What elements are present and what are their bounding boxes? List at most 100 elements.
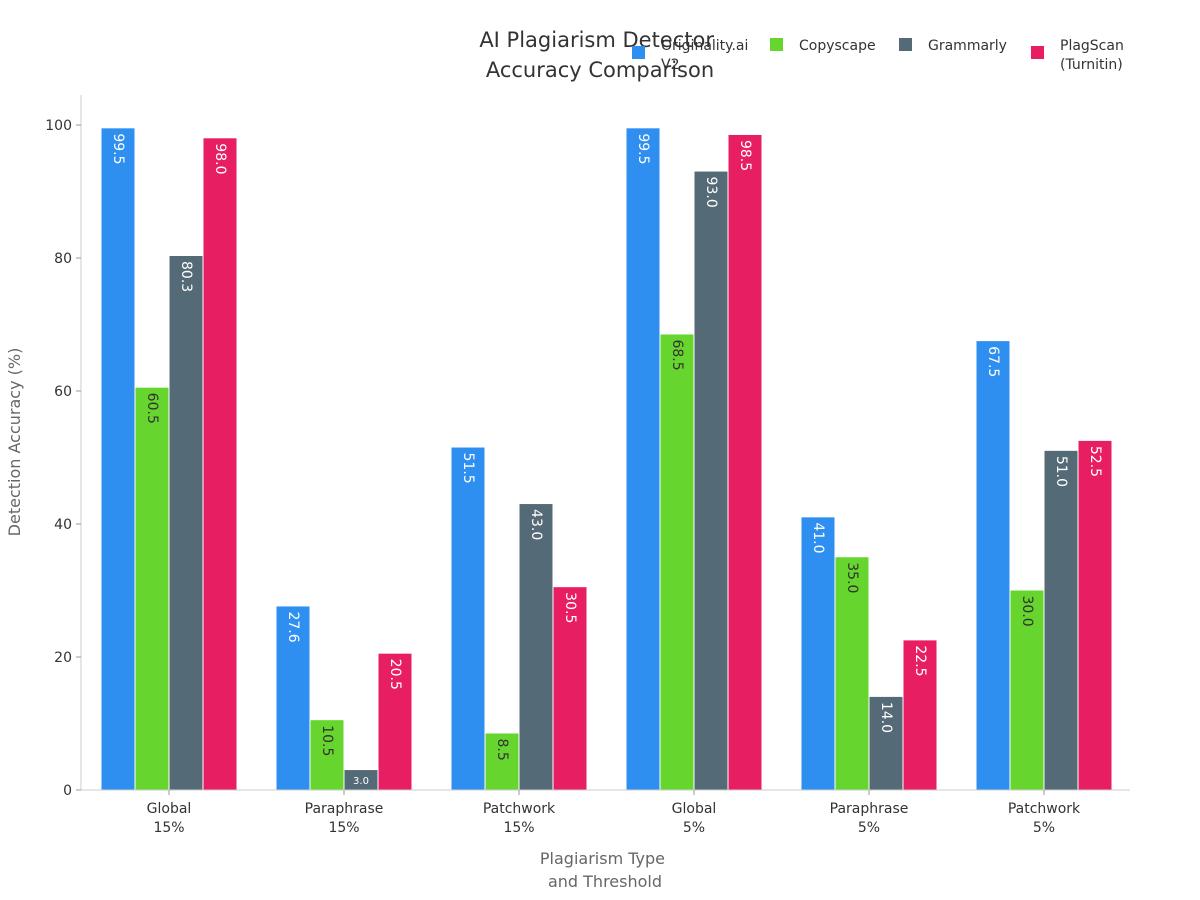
legend-label-line: V2: [661, 57, 679, 73]
y-tick-label: 100: [45, 118, 72, 134]
chart-title-line-2: Accuracy Comparison: [486, 58, 714, 82]
x-tick-label: Global 15%: [147, 801, 192, 836]
bar: [903, 640, 937, 790]
bar-value-label: 98.5: [737, 140, 753, 171]
x-axis-title-line-1: Plagiarism Type: [540, 849, 665, 868]
bar-value-label: 99.5: [635, 133, 651, 164]
bar-value-label: 80.3: [178, 261, 194, 292]
bar: [344, 770, 378, 790]
bar: [553, 587, 587, 790]
legend-label: Grammarly: [928, 38, 1007, 54]
bar: [310, 720, 344, 790]
bar: [378, 653, 412, 790]
bar-value-label: 35.0: [844, 562, 860, 593]
bar-value-label: 22.5: [912, 645, 928, 676]
x-tick-label: Global 5%: [672, 801, 717, 836]
bar: [1044, 450, 1078, 790]
x-ticks: Global 15%Paraphrase 15%Patchwork 15%Global…: [147, 790, 1081, 836]
bar: [835, 557, 869, 790]
legend-label-line: Grammarly: [928, 38, 1007, 54]
bar-value-label: 51.0: [1053, 456, 1069, 487]
bar-value-label: 67.5: [985, 346, 1001, 377]
bar-labels: 99.5 60.5 80.3 98.0 27.6 10.5 3.0 20.5 51.5 8.5 43…: [110, 133, 1103, 787]
bar-value-label: 8.5: [494, 738, 510, 760]
legend-label: PlagScan (Turnitin): [1060, 38, 1124, 73]
bar: [728, 134, 762, 791]
y-tick-label: 0: [63, 783, 72, 799]
bar: [1010, 590, 1044, 790]
bar-value-label: 93.0: [703, 177, 719, 208]
legend-label: Copyscape: [799, 38, 876, 54]
bar: [694, 171, 728, 791]
bar: [451, 447, 485, 790]
bar-value-label: 30.5: [562, 592, 578, 623]
x-tick-label-line: Patchwork: [483, 801, 556, 817]
bar: [660, 334, 694, 790]
bar-value-label: 20.5: [387, 659, 403, 690]
x-tick-label: Patchwork 15%: [483, 801, 556, 836]
bar-value-label: 52.5: [1087, 446, 1103, 477]
x-tick-label-line: Paraphrase: [830, 801, 909, 817]
x-tick-label: Paraphrase 15%: [305, 801, 384, 836]
bar-value-label: 3.0: [353, 776, 369, 787]
bar-value-label: 68.5: [669, 339, 685, 370]
y-tick-label: 80: [54, 251, 72, 267]
x-axis-title-line-2: and Threshold: [548, 872, 662, 891]
bar: [276, 606, 310, 790]
legend-label-line: (Turnitin): [1060, 57, 1123, 73]
legend-swatch: [899, 38, 912, 51]
legend: Originality.ai V2 Copyscape Grammarly PlagSc…: [632, 38, 1124, 73]
bar-value-label: 98.0: [212, 143, 228, 174]
y-ticks: 0 20 40 60 80 100: [45, 118, 81, 799]
x-tick-label: Patchwork 5%: [1008, 801, 1081, 836]
y-tick-label: 40: [54, 517, 72, 533]
bars: [101, 128, 1112, 791]
x-tick-label-line: Global: [147, 801, 192, 817]
x-axis-title: Plagiarism Type and Threshold: [540, 849, 670, 891]
y-tick-label: 20: [54, 650, 72, 666]
x-tick-label-line: 15%: [503, 820, 534, 836]
bar: [801, 517, 835, 790]
bar-value-label: 10.5: [319, 725, 335, 756]
bar: [135, 387, 169, 790]
x-tick-label-line: 5%: [1033, 820, 1055, 836]
bar-value-label: 60.5: [144, 393, 160, 424]
x-tick-label: Paraphrase 5%: [830, 801, 909, 836]
x-tick-label-line: 5%: [683, 820, 705, 836]
bar: [519, 504, 553, 790]
x-tick-label-line: Paraphrase: [305, 801, 384, 817]
bar: [101, 128, 135, 790]
x-tick-label-line: 15%: [153, 820, 184, 836]
bar-value-label: 99.5: [110, 133, 126, 164]
bar-value-label: 27.6: [285, 611, 301, 642]
bar-value-label: 43.0: [528, 509, 544, 540]
x-tick-label-line: Global: [672, 801, 717, 817]
bar: [976, 341, 1010, 790]
legend-swatch: [1031, 46, 1044, 59]
bar: [1078, 440, 1112, 790]
bar: [869, 696, 903, 790]
legend-label: Originality.ai V2: [661, 38, 748, 73]
bar: [485, 733, 519, 790]
y-tick-label: 60: [54, 384, 72, 400]
chart-title: AI Plagiarism Detector Accuracy Comparis…: [479, 28, 720, 82]
chart-title-line-1: AI Plagiarism Detector: [479, 28, 714, 52]
y-axis-title: Detection Accuracy (%): [5, 348, 24, 537]
legend-label-line: Originality.ai: [661, 38, 748, 54]
bar: [626, 128, 660, 790]
axes: [80, 95, 1130, 791]
bar: [203, 138, 237, 791]
legend-swatch: [632, 46, 645, 59]
bar-value-label: 14.0: [878, 702, 894, 733]
bar-value-label: 51.5: [460, 453, 476, 484]
x-tick-label-line: Patchwork: [1008, 801, 1081, 817]
bar-value-label: 30.0: [1019, 596, 1035, 627]
legend-label-line: PlagScan: [1060, 38, 1124, 54]
x-tick-label-line: 5%: [858, 820, 880, 836]
legend-label-line: Copyscape: [799, 38, 876, 54]
bar-value-label: 41.0: [810, 522, 826, 553]
bar: [169, 256, 203, 790]
legend-swatch: [770, 38, 783, 51]
x-tick-label-line: 15%: [328, 820, 359, 836]
